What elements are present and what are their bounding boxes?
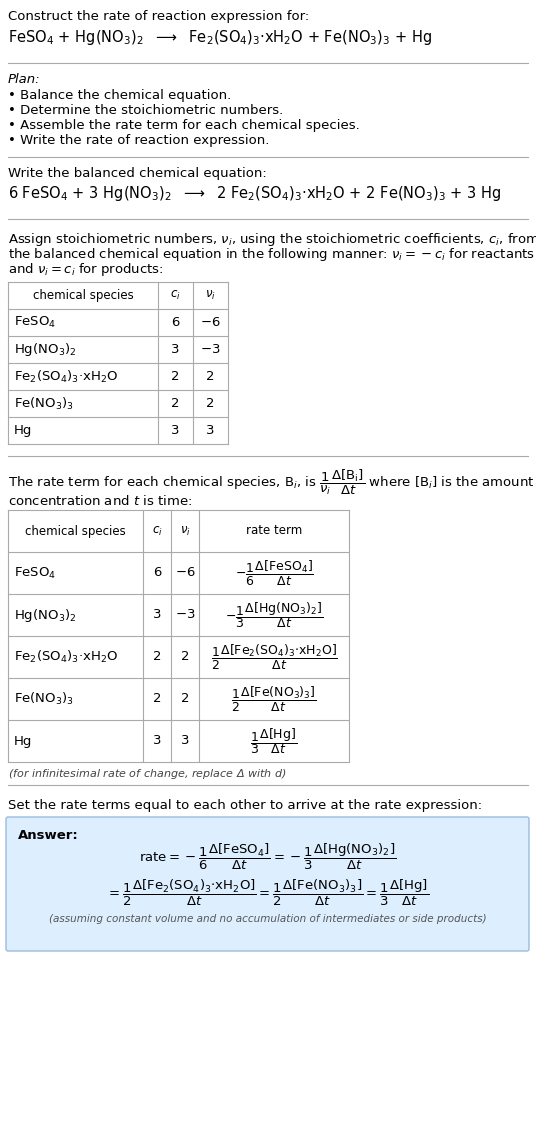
Text: Hg(NO$_3$)$_2$: Hg(NO$_3$)$_2$ xyxy=(14,341,77,358)
Text: rate term: rate term xyxy=(246,525,302,538)
Text: $c_i$: $c_i$ xyxy=(152,525,162,538)
Text: 2: 2 xyxy=(181,693,189,705)
Text: $\dfrac{1}{2}\dfrac{\Delta[\mathrm{Fe_2(SO_4)_3{\cdot}xH_2O}]}{\Delta t}$: $\dfrac{1}{2}\dfrac{\Delta[\mathrm{Fe_2(… xyxy=(211,643,338,671)
Text: 2: 2 xyxy=(181,651,189,663)
Text: Fe$_2$(SO$_4$)$_3$·xH$_2$O: Fe$_2$(SO$_4$)$_3$·xH$_2$O xyxy=(14,369,118,385)
Text: chemical species: chemical species xyxy=(33,289,133,302)
Text: 3: 3 xyxy=(153,608,161,622)
Text: • Assemble the rate term for each chemical species.: • Assemble the rate term for each chemic… xyxy=(8,118,360,132)
Text: Assign stoichiometric numbers, $\nu_i$, using the stoichiometric coefficients, $: Assign stoichiometric numbers, $\nu_i$, … xyxy=(8,231,536,248)
Text: The rate term for each chemical species, B$_i$, is $\dfrac{1}{\nu_i}\dfrac{\Delt: The rate term for each chemical species,… xyxy=(8,468,534,497)
Text: 6: 6 xyxy=(172,316,180,329)
Text: Hg: Hg xyxy=(14,734,32,748)
Text: Construct the rate of reaction expression for:: Construct the rate of reaction expressio… xyxy=(8,10,309,23)
Text: 3: 3 xyxy=(153,734,161,748)
Text: Answer:: Answer: xyxy=(18,829,79,841)
Text: 6: 6 xyxy=(153,566,161,580)
Text: 2: 2 xyxy=(153,693,161,705)
Text: $\nu_i$: $\nu_i$ xyxy=(205,289,216,302)
Text: (for infinitesimal rate of change, replace Δ with $d$): (for infinitesimal rate of change, repla… xyxy=(8,767,287,781)
Text: $-\dfrac{1}{6}\dfrac{\Delta[\mathrm{FeSO_4}]}{\Delta t}$: $-\dfrac{1}{6}\dfrac{\Delta[\mathrm{FeSO… xyxy=(235,558,314,588)
Text: $\mathrm{rate} = -\dfrac{1}{6}\dfrac{\Delta[\mathrm{FeSO_4}]}{\Delta t} = -\dfra: $\mathrm{rate} = -\dfrac{1}{6}\dfrac{\De… xyxy=(139,841,396,872)
Text: 2: 2 xyxy=(171,397,180,409)
Text: 2: 2 xyxy=(153,651,161,663)
Text: $= \dfrac{1}{2}\dfrac{\Delta[\mathrm{Fe_2(SO_4)_3{\cdot}xH_2O}]}{\Delta t} = \df: $= \dfrac{1}{2}\dfrac{\Delta[\mathrm{Fe_… xyxy=(106,878,429,908)
Text: Write the balanced chemical equation:: Write the balanced chemical equation: xyxy=(8,167,267,180)
Text: $-\dfrac{1}{3}\dfrac{\Delta[\mathrm{Hg(NO_3)_2}]}{\Delta t}$: $-\dfrac{1}{3}\dfrac{\Delta[\mathrm{Hg(N… xyxy=(225,600,323,629)
Text: 3: 3 xyxy=(171,424,180,437)
Text: Fe$_2$(SO$_4$)$_3$·xH$_2$O: Fe$_2$(SO$_4$)$_3$·xH$_2$O xyxy=(14,649,118,666)
Text: $\dfrac{1}{3}\dfrac{\Delta[\mathrm{Hg}]}{\Delta t}$: $\dfrac{1}{3}\dfrac{\Delta[\mathrm{Hg}]}… xyxy=(250,726,297,756)
Text: the balanced chemical equation in the following manner: $\nu_i = -c_i$ for react: the balanced chemical equation in the fo… xyxy=(8,246,535,263)
Text: $-3$: $-3$ xyxy=(175,608,195,622)
FancyBboxPatch shape xyxy=(6,817,529,951)
Text: 2: 2 xyxy=(206,397,215,409)
Text: Fe(NO$_3$)$_3$: Fe(NO$_3$)$_3$ xyxy=(14,691,74,707)
Text: • Write the rate of reaction expression.: • Write the rate of reaction expression. xyxy=(8,134,270,147)
Text: 2: 2 xyxy=(171,370,180,384)
Text: 3: 3 xyxy=(171,343,180,356)
Text: Fe(NO$_3$)$_3$: Fe(NO$_3$)$_3$ xyxy=(14,396,74,412)
Text: 6 FeSO$_4$ + 3 Hg(NO$_3$)$_2$  $\longrightarrow$  2 Fe$_2$(SO$_4$)$_3$·xH$_2$O +: 6 FeSO$_4$ + 3 Hg(NO$_3$)$_2$ $\longrigh… xyxy=(8,184,502,203)
Text: 3: 3 xyxy=(181,734,189,748)
Text: $\nu_i$: $\nu_i$ xyxy=(180,525,190,538)
Text: $c_i$: $c_i$ xyxy=(170,289,181,302)
Text: (assuming constant volume and no accumulation of intermediates or side products): (assuming constant volume and no accumul… xyxy=(49,914,486,924)
Text: FeSO$_4$ + Hg(NO$_3$)$_2$  $\longrightarrow$  Fe$_2$(SO$_4$)$_3$·xH$_2$O + Fe(NO: FeSO$_4$ + Hg(NO$_3$)$_2$ $\longrightarr… xyxy=(8,28,432,47)
Text: 3: 3 xyxy=(206,424,215,437)
Text: $-6$: $-6$ xyxy=(200,316,221,329)
Text: FeSO$_4$: FeSO$_4$ xyxy=(14,315,56,331)
Text: • Balance the chemical equation.: • Balance the chemical equation. xyxy=(8,89,231,102)
Text: $-6$: $-6$ xyxy=(175,566,195,580)
Text: Set the rate terms equal to each other to arrive at the rate expression:: Set the rate terms equal to each other t… xyxy=(8,799,482,812)
Text: FeSO$_4$: FeSO$_4$ xyxy=(14,565,56,581)
Text: Hg(NO$_3$)$_2$: Hg(NO$_3$)$_2$ xyxy=(14,607,77,624)
Text: $\dfrac{1}{2}\dfrac{\Delta[\mathrm{Fe(NO_3)_3}]}{\Delta t}$: $\dfrac{1}{2}\dfrac{\Delta[\mathrm{Fe(NO… xyxy=(231,685,317,714)
Text: 2: 2 xyxy=(206,370,215,384)
Text: chemical species: chemical species xyxy=(25,525,126,538)
Text: Hg: Hg xyxy=(14,424,32,437)
Text: Plan:: Plan: xyxy=(8,73,41,86)
Text: • Determine the stoichiometric numbers.: • Determine the stoichiometric numbers. xyxy=(8,104,283,117)
Text: concentration and $t$ is time:: concentration and $t$ is time: xyxy=(8,494,192,508)
Text: and $\nu_i = c_i$ for products:: and $\nu_i = c_i$ for products: xyxy=(8,261,163,277)
Text: $-3$: $-3$ xyxy=(200,343,221,356)
